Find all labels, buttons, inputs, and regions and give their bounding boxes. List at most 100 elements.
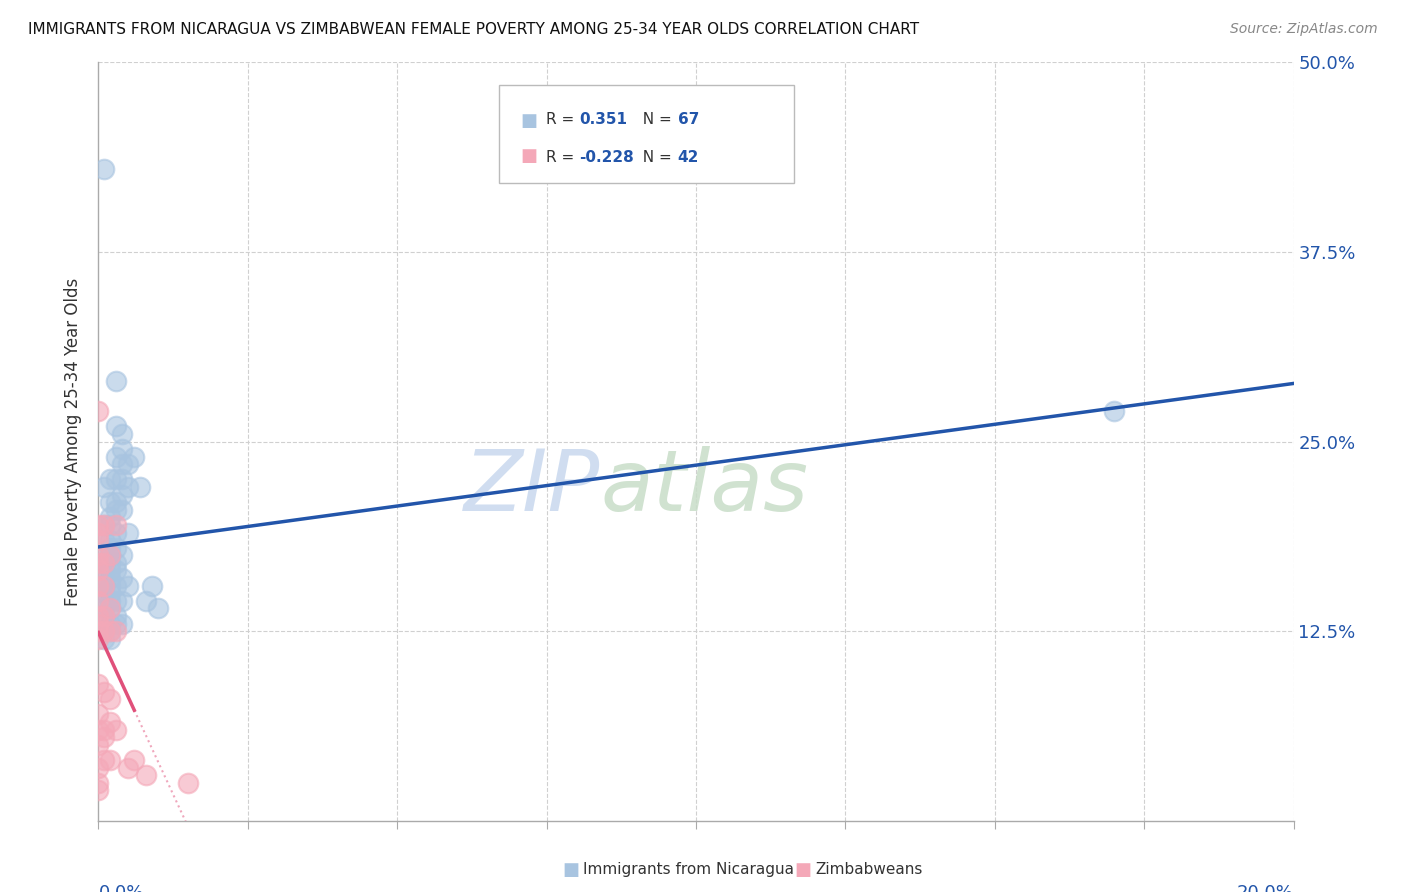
Text: Source: ZipAtlas.com: Source: ZipAtlas.com: [1230, 22, 1378, 37]
Text: ■: ■: [562, 861, 579, 879]
Point: [93, 601, 115, 615]
Point: [98, 601, 122, 615]
Point: [87, 404, 110, 418]
Point: [105, 616, 128, 631]
Point: [105, 723, 128, 737]
Point: [93, 685, 115, 699]
Point: [87, 632, 110, 646]
Text: N =: N =: [633, 112, 676, 127]
Point: [105, 419, 128, 434]
Point: [93, 556, 115, 570]
Point: [98, 495, 122, 509]
Point: [111, 571, 134, 585]
Point: [98, 594, 122, 608]
Point: [98, 632, 122, 646]
Point: [93, 480, 115, 494]
Point: [117, 458, 139, 472]
Point: [98, 586, 122, 600]
Point: [98, 753, 122, 767]
Point: [111, 594, 134, 608]
Point: [93, 571, 115, 585]
Text: ■: ■: [520, 112, 537, 129]
Point: [105, 556, 128, 570]
Point: [129, 480, 152, 494]
Point: [93, 624, 115, 639]
Text: 20.0%: 20.0%: [1237, 884, 1294, 892]
Point: [98, 571, 122, 585]
Point: [87, 525, 110, 540]
Text: ■: ■: [794, 861, 811, 879]
Text: IMMIGRANTS FROM NICARAGUA VS ZIMBABWEAN FEMALE POVERTY AMONG 25-34 YEAR OLDS COR: IMMIGRANTS FROM NICARAGUA VS ZIMBABWEAN …: [28, 22, 920, 37]
Y-axis label: Female Poverty Among 25-34 Year Olds: Female Poverty Among 25-34 Year Olds: [65, 277, 83, 606]
Point: [93, 517, 115, 532]
Point: [93, 579, 115, 593]
Point: [87, 556, 110, 570]
Point: [87, 594, 110, 608]
Point: [105, 564, 128, 578]
Text: Immigrants from Nicaragua: Immigrants from Nicaragua: [583, 863, 794, 877]
Point: [87, 776, 110, 790]
Point: [111, 548, 134, 563]
Point: [87, 579, 110, 593]
Point: [87, 608, 110, 623]
Point: [98, 533, 122, 548]
Point: [111, 487, 134, 501]
Point: [98, 579, 122, 593]
Point: [87, 548, 110, 563]
Point: [105, 594, 128, 608]
Point: [93, 556, 115, 570]
Point: [93, 594, 115, 608]
Point: [105, 541, 128, 555]
Text: ZIP: ZIP: [464, 445, 600, 529]
Point: [105, 525, 128, 540]
Point: [98, 692, 122, 706]
Point: [111, 616, 134, 631]
Point: [93, 624, 115, 639]
Point: [98, 616, 122, 631]
Point: [87, 624, 110, 639]
Point: [98, 624, 122, 639]
Point: [98, 556, 122, 570]
Point: [87, 564, 110, 578]
Point: [87, 723, 110, 737]
Point: [105, 473, 128, 487]
Point: [117, 579, 139, 593]
Point: [135, 768, 157, 782]
Point: [93, 753, 115, 767]
Point: [111, 442, 134, 457]
Point: [105, 579, 128, 593]
Text: R =: R =: [546, 112, 579, 127]
Point: [124, 450, 146, 464]
Point: [87, 707, 110, 722]
Point: [87, 783, 110, 797]
Point: [105, 624, 128, 639]
Point: [105, 495, 128, 509]
Text: -0.228: -0.228: [579, 150, 634, 165]
Point: [105, 517, 128, 532]
Point: [177, 776, 200, 790]
Point: [105, 608, 128, 623]
Point: [124, 753, 146, 767]
Text: 67: 67: [678, 112, 699, 127]
Point: [87, 738, 110, 752]
Text: Zimbabweans: Zimbabweans: [815, 863, 922, 877]
Point: [98, 715, 122, 730]
Text: 0.351: 0.351: [579, 112, 627, 127]
Point: [93, 533, 115, 548]
Point: [87, 517, 110, 532]
Point: [93, 632, 115, 646]
Point: [93, 564, 115, 578]
Point: [93, 608, 115, 623]
Point: [117, 760, 139, 774]
Text: 0.0%: 0.0%: [98, 884, 143, 892]
Point: [111, 503, 134, 517]
Point: [135, 594, 157, 608]
Point: [87, 677, 110, 691]
Point: [105, 374, 128, 388]
Point: [98, 624, 122, 639]
Point: [87, 533, 110, 548]
Point: [117, 480, 139, 494]
Point: [93, 517, 115, 532]
Point: [93, 586, 115, 600]
Point: [111, 458, 134, 472]
